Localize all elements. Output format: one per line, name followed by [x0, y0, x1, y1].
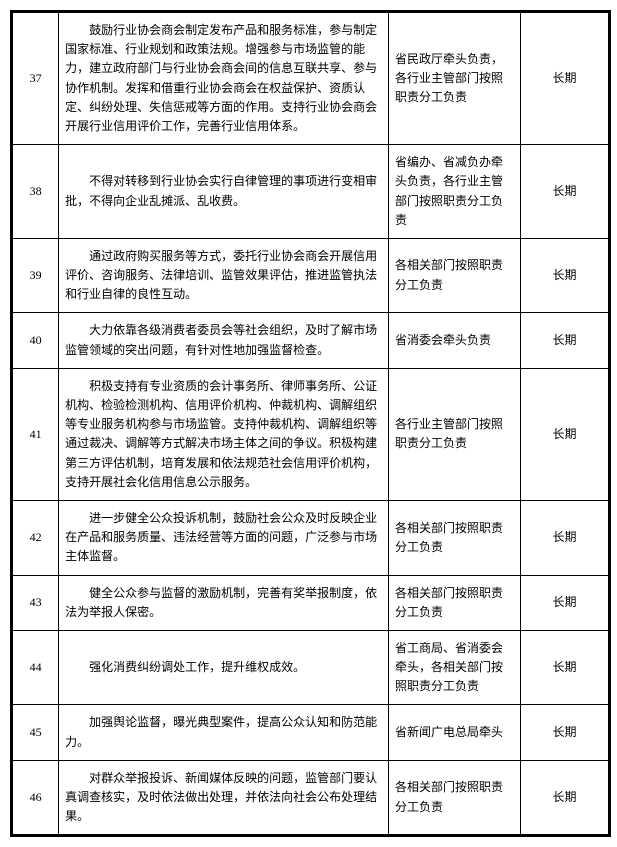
table-body: 37鼓励行业协会商会制定发布产品和服务标准，参与制定国家标准、行业规划和政策法规… [13, 13, 609, 835]
row-responsibility: 各行业主管部门按照职责分工负责 [389, 368, 521, 500]
row-term: 长期 [521, 575, 609, 630]
row-description: 对群众举报投诉、新闻媒体反映的问题，监管部门要认真调查核实，及时依法做出处理，并… [59, 760, 389, 835]
row-description: 积极支持有专业资质的会计事务所、律师事务所、公证机构、检验检测机构、信用评价机构… [59, 368, 389, 500]
row-responsibility: 省编办、省减负办牵头负责，各行业主管部门按照职责分工负责 [389, 145, 521, 239]
row-number: 44 [13, 630, 59, 705]
table-row: 45加强舆论监督，曝光典型案件，提高公众认知和防范能力。省新闻广电总局牵头长期 [13, 705, 609, 760]
row-term: 长期 [521, 238, 609, 313]
row-number: 45 [13, 705, 59, 760]
row-description: 大力依靠各级消费者委员会等社会组织，及时了解市场监管领域的突出问题，有针对性地加… [59, 313, 389, 368]
row-number: 42 [13, 500, 59, 575]
row-term: 长期 [521, 630, 609, 705]
row-responsibility: 各相关部门按照职责分工负责 [389, 575, 521, 630]
row-term: 长期 [521, 13, 609, 145]
row-term: 长期 [521, 313, 609, 368]
row-number: 41 [13, 368, 59, 500]
table-row: 46对群众举报投诉、新闻媒体反映的问题，监管部门要认真调查核实，及时依法做出处理… [13, 760, 609, 835]
row-responsibility: 各相关部门按照职责分工负责 [389, 500, 521, 575]
row-description: 加强舆论监督，曝光典型案件，提高公众认知和防范能力。 [59, 705, 389, 760]
row-responsibility: 省新闻广电总局牵头 [389, 705, 521, 760]
row-number: 37 [13, 13, 59, 145]
row-number: 43 [13, 575, 59, 630]
row-description: 鼓励行业协会商会制定发布产品和服务标准，参与制定国家标准、行业规划和政策法规。增… [59, 13, 389, 145]
row-responsibility: 各相关部门按照职责分工负责 [389, 760, 521, 835]
table-row: 40大力依靠各级消费者委员会等社会组织，及时了解市场监管领域的突出问题，有针对性… [13, 313, 609, 368]
table-row: 42进一步健全公众投诉机制，鼓励社会公众及时反映企业在产品和服务质量、违法经营等… [13, 500, 609, 575]
row-description: 不得对转移到行业协会实行自律管理的事项进行变相审批，不得向企业乱摊派、乱收费。 [59, 145, 389, 239]
row-term: 长期 [521, 145, 609, 239]
row-term: 长期 [521, 368, 609, 500]
policy-table-wrap: 37鼓励行业协会商会制定发布产品和服务标准，参与制定国家标准、行业规划和政策法规… [10, 10, 611, 837]
policy-table: 37鼓励行业协会商会制定发布产品和服务标准，参与制定国家标准、行业规划和政策法规… [12, 12, 609, 835]
table-row: 44强化消费纠纷调处工作，提升维权成效。省工商局、省消委会牵头，各相关部门按照职… [13, 630, 609, 705]
table-row: 37鼓励行业协会商会制定发布产品和服务标准，参与制定国家标准、行业规划和政策法规… [13, 13, 609, 145]
row-term: 长期 [521, 705, 609, 760]
row-responsibility: 省消委会牵头负责 [389, 313, 521, 368]
row-description: 健全公众参与监督的激励机制，完善有奖举报制度，依法为举报人保密。 [59, 575, 389, 630]
row-description: 进一步健全公众投诉机制，鼓励社会公众及时反映企业在产品和服务质量、违法经营等方面… [59, 500, 389, 575]
row-number: 40 [13, 313, 59, 368]
row-responsibility: 省民政厅牵头负责，各行业主管部门按照职责分工负责 [389, 13, 521, 145]
row-responsibility: 各相关部门按照职责分工负责 [389, 238, 521, 313]
table-row: 38不得对转移到行业协会实行自律管理的事项进行变相审批，不得向企业乱摊派、乱收费… [13, 145, 609, 239]
row-number: 38 [13, 145, 59, 239]
row-number: 46 [13, 760, 59, 835]
row-term: 长期 [521, 500, 609, 575]
row-number: 39 [13, 238, 59, 313]
row-term: 长期 [521, 760, 609, 835]
table-row: 39通过政府购买服务等方式，委托行业协会商会开展信用评价、咨询服务、法律培训、监… [13, 238, 609, 313]
row-responsibility: 省工商局、省消委会牵头，各相关部门按照职责分工负责 [389, 630, 521, 705]
row-description: 强化消费纠纷调处工作，提升维权成效。 [59, 630, 389, 705]
row-description: 通过政府购买服务等方式，委托行业协会商会开展信用评价、咨询服务、法律培训、监管效… [59, 238, 389, 313]
table-row: 43健全公众参与监督的激励机制，完善有奖举报制度，依法为举报人保密。各相关部门按… [13, 575, 609, 630]
table-row: 41积极支持有专业资质的会计事务所、律师事务所、公证机构、检验检测机构、信用评价… [13, 368, 609, 500]
